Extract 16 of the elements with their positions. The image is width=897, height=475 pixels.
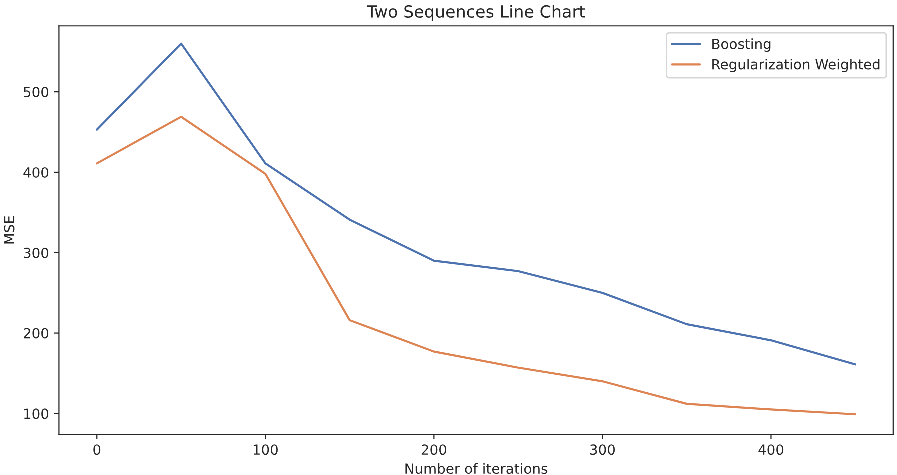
x-tick-label: 100 <box>254 444 278 456</box>
x-tick-label: 300 <box>590 444 616 456</box>
legend-label: Boosting <box>712 38 771 52</box>
y-tick-label: 300 <box>24 248 49 258</box>
x-axis-title: Number of iterations <box>406 463 548 474</box>
x-tick-label: 0 <box>94 444 101 456</box>
y-tick-label: 200 <box>24 328 49 339</box>
x-tick-label: 400 <box>758 444 784 456</box>
line-series <box>96 116 857 416</box>
y-tick-label: 500 <box>24 87 49 98</box>
y-tick-label: 400 <box>24 167 49 178</box>
legend-label: Regularization Weighted <box>712 59 880 72</box>
y-axis-title: MSE <box>4 216 15 244</box>
chart-title: Two Sequences Line Chart <box>366 5 586 22</box>
x-tick-label: 200 <box>422 444 447 456</box>
y-tick-label: 100 <box>24 408 49 420</box>
